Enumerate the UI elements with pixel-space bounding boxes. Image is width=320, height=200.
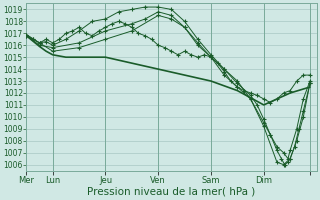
X-axis label: Pression niveau de la mer( hPa ): Pression niveau de la mer( hPa ) (87, 187, 256, 197)
